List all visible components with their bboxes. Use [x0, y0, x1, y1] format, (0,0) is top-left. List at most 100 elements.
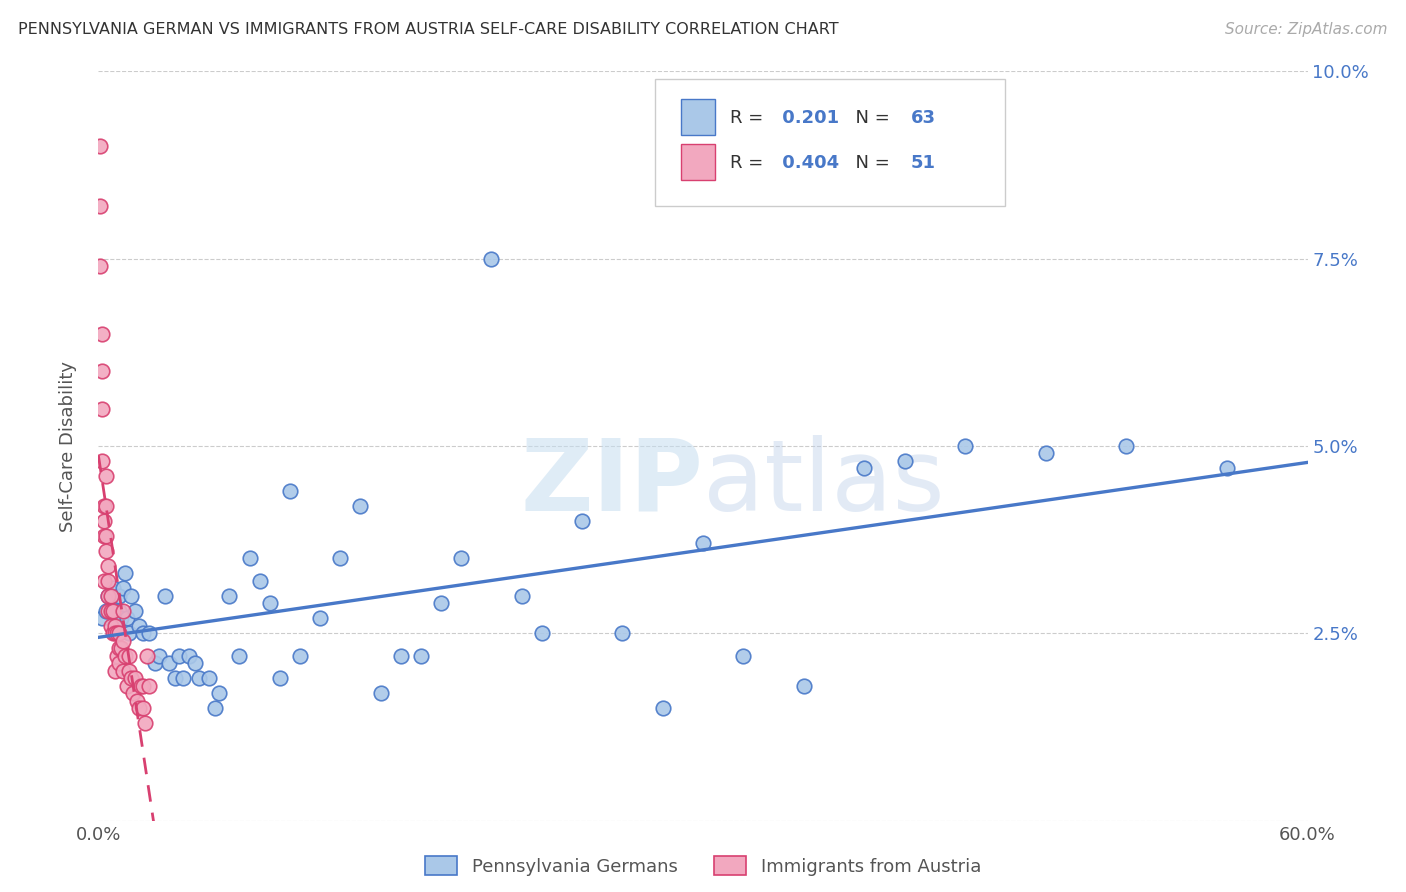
Point [167, 648, 190, 663]
Point [118, 664, 141, 678]
Point [530, 626, 553, 640]
Point [115, 679, 138, 693]
Point [128, 701, 150, 715]
Point [121, 686, 143, 700]
Point [188, 671, 211, 685]
Point [733, 648, 755, 663]
Point [114, 566, 136, 581]
Point [481, 252, 503, 266]
Point [97, 589, 120, 603]
Point [111, 664, 134, 678]
Point [91, 401, 114, 416]
Point [110, 611, 132, 625]
Point [100, 604, 122, 618]
Point [107, 641, 129, 656]
Point [103, 604, 125, 618]
Point [893, 454, 915, 468]
Point [93, 574, 115, 588]
Point [89, 199, 111, 213]
Point [118, 648, 141, 663]
Point [96, 469, 118, 483]
Y-axis label: Self-Care Disability: Self-Care Disability [59, 360, 77, 532]
Point [218, 589, 240, 603]
Text: 51: 51 [911, 153, 936, 172]
Point [239, 551, 262, 566]
Point [96, 604, 118, 618]
Point [278, 483, 301, 498]
Point [134, 716, 156, 731]
Point [853, 461, 876, 475]
Point [571, 514, 593, 528]
Legend: Pennsylvania Germans, Immigrants from Austria: Pennsylvania Germans, Immigrants from Au… [418, 849, 988, 883]
Point [793, 679, 815, 693]
Point [96, 544, 118, 558]
Point [953, 439, 976, 453]
Text: 0.404: 0.404 [776, 153, 838, 172]
Point [111, 582, 134, 596]
Text: atlas: atlas [703, 435, 945, 532]
Point [96, 529, 118, 543]
Point [288, 648, 311, 663]
Point [228, 648, 250, 663]
Point [172, 671, 194, 685]
Point [100, 589, 122, 603]
Point [93, 499, 115, 513]
Point [148, 648, 170, 663]
Point [370, 686, 392, 700]
Text: R =: R = [730, 109, 769, 127]
Point [107, 604, 129, 618]
Point [135, 648, 157, 663]
Point [103, 664, 125, 678]
Point [105, 626, 128, 640]
Point [97, 574, 120, 588]
Point [118, 626, 141, 640]
Point [97, 589, 120, 603]
Point [107, 626, 129, 640]
Point [349, 499, 371, 513]
Point [651, 701, 673, 715]
Point [138, 679, 160, 693]
Point [1216, 461, 1239, 475]
Point [91, 454, 114, 468]
Point [430, 596, 453, 610]
Point [120, 671, 142, 685]
Point [105, 648, 128, 663]
Point [129, 679, 152, 693]
Point [100, 589, 122, 603]
Point [157, 657, 180, 671]
Text: Source: ZipAtlas.com: Source: ZipAtlas.com [1225, 22, 1388, 37]
Point [111, 604, 134, 618]
Point [124, 671, 146, 685]
Point [153, 589, 176, 603]
Point [101, 582, 124, 596]
Point [101, 626, 124, 640]
Text: N =: N = [845, 153, 896, 172]
Text: 63: 63 [911, 109, 936, 127]
Point [510, 589, 533, 603]
Point [101, 604, 124, 618]
Point [184, 657, 207, 671]
Point [91, 611, 114, 625]
Point [132, 679, 155, 693]
Text: N =: N = [845, 109, 896, 127]
Point [124, 604, 146, 618]
Point [93, 529, 115, 543]
Point [111, 633, 134, 648]
Point [259, 596, 281, 610]
Point [97, 558, 120, 573]
Point [309, 611, 332, 625]
Point [107, 589, 129, 603]
Point [1035, 446, 1057, 460]
Point [163, 671, 186, 685]
Point [208, 686, 231, 700]
Text: PENNSYLVANIA GERMAN VS IMMIGRANTS FROM AUSTRIA SELF-CARE DISABILITY CORRELATION : PENNSYLVANIA GERMAN VS IMMIGRANTS FROM A… [18, 22, 839, 37]
Point [204, 701, 226, 715]
Point [143, 657, 166, 671]
Point [110, 641, 132, 656]
Point [269, 671, 291, 685]
FancyBboxPatch shape [655, 78, 1005, 206]
Point [389, 648, 412, 663]
Point [105, 619, 128, 633]
Point [100, 619, 122, 633]
Text: 0.201: 0.201 [776, 109, 838, 127]
